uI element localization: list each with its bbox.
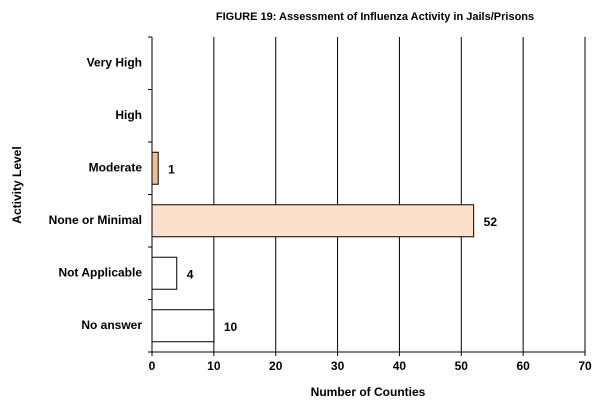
y-tick-label: Very High (87, 55, 142, 69)
x-tick-label: 50 (455, 359, 469, 373)
bar (151, 151, 159, 185)
x-tick-label: 30 (331, 359, 345, 373)
data-label: 52 (484, 215, 498, 229)
data-label: 4 (187, 267, 194, 281)
y-tick-label: Moderate (89, 160, 143, 174)
bar (151, 256, 178, 290)
x-tick-label: 40 (393, 359, 407, 373)
data-label: 10 (224, 320, 238, 334)
y-tick-label: High (115, 108, 142, 122)
y-tick-label: None or Minimal (49, 213, 142, 227)
data-label: 1 (168, 162, 175, 176)
x-tick-label: 60 (516, 359, 530, 373)
y-axis-title: Activity Level (10, 146, 24, 223)
bar (151, 204, 475, 238)
x-tick-label: 70 (578, 359, 592, 373)
x-axis-title: Number of Counties (311, 385, 426, 399)
x-tick-label: 0 (149, 359, 156, 373)
y-tick-label: No answer (81, 318, 142, 332)
bar (151, 309, 215, 343)
chart-title: FIGURE 19: Assessment of Influenza Activ… (216, 11, 534, 23)
x-tick-label: 10 (207, 359, 221, 373)
y-tick-label: Not Applicable (58, 265, 142, 279)
x-tick-label: 20 (269, 359, 283, 373)
